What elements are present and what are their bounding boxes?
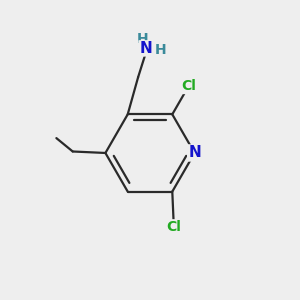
Text: N: N — [188, 146, 201, 160]
Text: Cl: Cl — [166, 220, 181, 234]
Text: H: H — [137, 32, 148, 46]
Text: H: H — [154, 44, 166, 58]
Text: N: N — [139, 41, 152, 56]
Text: Cl: Cl — [181, 79, 196, 93]
